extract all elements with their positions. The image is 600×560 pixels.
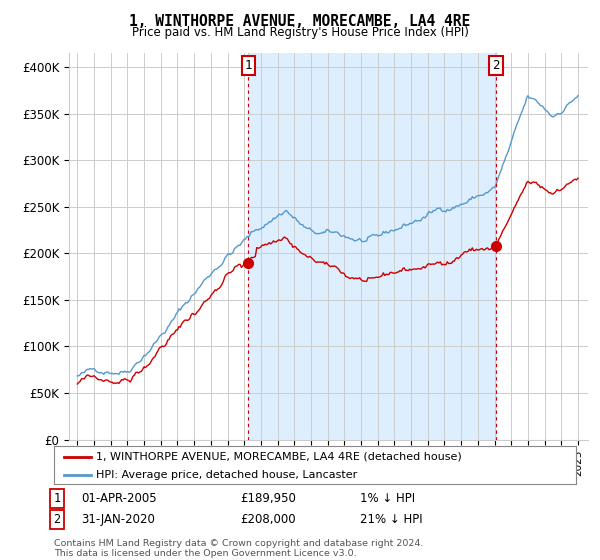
Text: Contains HM Land Registry data © Crown copyright and database right 2024.: Contains HM Land Registry data © Crown c… bbox=[54, 539, 424, 548]
Bar bbox=[248, 53, 496, 440]
Text: This data is licensed under the Open Government Licence v3.0.: This data is licensed under the Open Gov… bbox=[54, 549, 356, 558]
Text: £189,950: £189,950 bbox=[240, 492, 296, 505]
Text: 2: 2 bbox=[53, 513, 61, 526]
Text: 31-JAN-2020: 31-JAN-2020 bbox=[81, 513, 155, 526]
Text: Price paid vs. HM Land Registry's House Price Index (HPI): Price paid vs. HM Land Registry's House … bbox=[131, 26, 469, 39]
Text: HPI: Average price, detached house, Lancaster: HPI: Average price, detached house, Lanc… bbox=[96, 470, 357, 480]
Text: 1: 1 bbox=[53, 492, 61, 505]
Text: 1: 1 bbox=[245, 59, 252, 72]
Text: 1% ↓ HPI: 1% ↓ HPI bbox=[360, 492, 415, 505]
Text: £208,000: £208,000 bbox=[240, 513, 296, 526]
Text: 01-APR-2005: 01-APR-2005 bbox=[81, 492, 157, 505]
Text: 21% ↓ HPI: 21% ↓ HPI bbox=[360, 513, 422, 526]
Text: 1, WINTHORPE AVENUE, MORECAMBE, LA4 4RE: 1, WINTHORPE AVENUE, MORECAMBE, LA4 4RE bbox=[130, 14, 470, 29]
Text: 1, WINTHORPE AVENUE, MORECAMBE, LA4 4RE (detached house): 1, WINTHORPE AVENUE, MORECAMBE, LA4 4RE … bbox=[96, 452, 461, 462]
Text: 2: 2 bbox=[492, 59, 500, 72]
